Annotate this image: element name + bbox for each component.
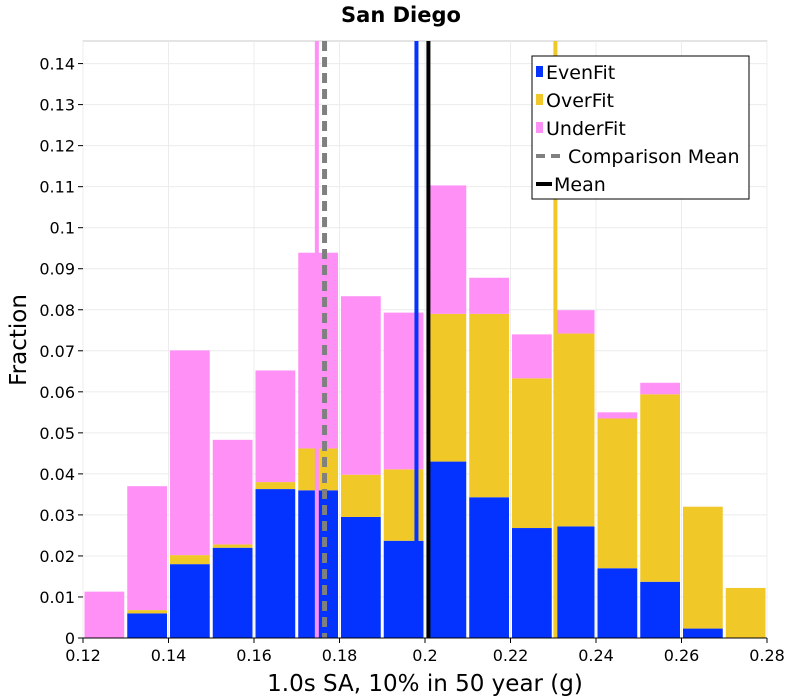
x-tick-label: 0.12: [65, 646, 101, 665]
bar-overfit-9: [469, 313, 509, 498]
bar-underfit-2: [170, 350, 210, 556]
bar-underfit-3: [212, 439, 253, 545]
y-tick-label: 0.07: [39, 342, 75, 361]
y-tick-label: 0: [65, 629, 75, 648]
y-tick-label: 0.12: [39, 137, 75, 156]
legend-overfit-label: OverFit: [546, 90, 614, 112]
bar-underfit-6: [341, 296, 381, 475]
bar-evenfit-6: [341, 516, 381, 638]
bar-underfit-4: [255, 370, 296, 483]
bar-overfit-3: [212, 544, 253, 548]
x-axis-label: 1.0s SA, 10% in 50 year (g): [267, 671, 583, 697]
legend-evenfit-swatch: [536, 66, 543, 77]
bar-underfit-8: [426, 185, 467, 314]
legend-box: [531, 55, 750, 200]
y-tick-label: 0.08: [39, 301, 75, 320]
y-tick-label: 0.05: [39, 424, 75, 443]
legend-underfit-swatch: [536, 122, 543, 133]
x-tick-label: 0.26: [664, 646, 700, 665]
y-tick-label: 0.01: [39, 588, 75, 607]
bar-overfit-8: [426, 313, 467, 462]
bar-underfit-13: [640, 382, 680, 395]
bar-evenfit-13: [640, 581, 680, 638]
bar-overfit-2: [170, 555, 210, 565]
bar-evenfit-8: [426, 461, 467, 638]
bar-underfit-10: [512, 334, 552, 379]
legend-mean-label: Mean: [554, 174, 606, 196]
x-tick-label: 0.16: [236, 646, 272, 665]
y-tick-label: 0.14: [39, 55, 75, 74]
y-tick-label: 0.09: [39, 260, 75, 279]
y-tick-label: 0.02: [39, 547, 75, 566]
legend-underfit-label: UnderFit: [546, 118, 626, 140]
bar-overfit-4: [255, 482, 296, 490]
bar-evenfit-3: [212, 547, 253, 638]
bar-evenfit-4: [255, 489, 296, 638]
x-tick-label: 0.18: [322, 646, 358, 665]
chart-title: San Diego: [341, 3, 461, 27]
bar-evenfit-9: [469, 497, 509, 638]
x-tick-label: 0.28: [749, 646, 785, 665]
y-tick-label: 0.06: [39, 383, 75, 402]
y-tick-label: 0.11: [39, 178, 75, 197]
bar-evenfit-10: [512, 528, 552, 638]
bar-evenfit-1: [127, 613, 167, 638]
x-tick-label: 0.22: [493, 646, 529, 665]
bar-overfit-1: [127, 610, 167, 614]
bar-evenfit-14: [683, 628, 723, 638]
bar-underfit-11: [554, 310, 595, 334]
bar-underfit-9: [469, 277, 509, 314]
y-tick-label: 0.1: [50, 219, 75, 238]
x-tick-label: 0.14: [151, 646, 187, 665]
y-tick-label: 0.13: [39, 96, 75, 115]
bar-evenfit-11: [554, 526, 595, 638]
x-tick-label: 0.2: [412, 646, 437, 665]
legend-overfit-swatch: [536, 94, 543, 105]
legend-evenfit-label: EvenFit: [546, 62, 615, 84]
bar-overfit-14: [683, 506, 723, 629]
bar-overfit-6: [341, 474, 381, 517]
legend-comparison-mean-label: Comparison Mean: [568, 146, 740, 168]
legend: EvenFit OverFit UnderFit Comparison Mean Mea…: [531, 55, 750, 200]
y-tick-label: 0.04: [39, 465, 75, 484]
bar-overfit-10: [512, 378, 552, 529]
y-axis-ticks: 0 0.01 0.02 0.03 0.04 0.05 0.06 0.07 0.08 0.09 0.1…: [39, 55, 83, 648]
bar-underfit-12: [597, 412, 638, 419]
y-axis-label: Fraction: [6, 294, 32, 386]
bar-underfit-0: [84, 591, 125, 638]
bar-evenfit-2: [170, 564, 210, 638]
bar-underfit-1: [127, 486, 167, 611]
y-tick-label: 0.03: [39, 506, 75, 525]
bar-overfit-15: [725, 587, 766, 638]
x-tick-label: 0.24: [578, 646, 614, 665]
bar-overfit-11: [554, 333, 595, 527]
bar-evenfit-12: [597, 568, 638, 638]
bar-overfit-13: [640, 394, 680, 582]
bar-overfit-12: [597, 418, 638, 569]
x-axis-ticks: 0.12 0.14 0.16 0.18 0.2 0.22 0.24 0.26 0.28: [65, 638, 785, 665]
